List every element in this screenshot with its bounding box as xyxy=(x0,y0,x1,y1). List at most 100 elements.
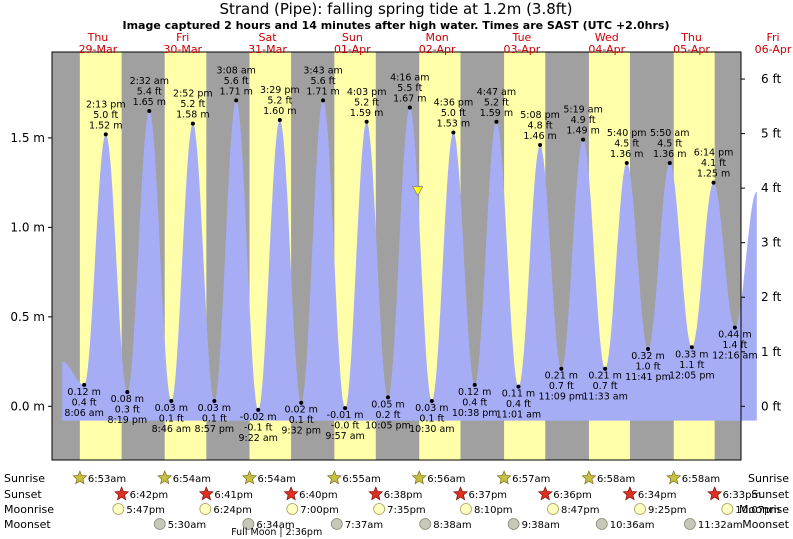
day-name-label: Thu xyxy=(87,31,109,44)
day-name-label: Fri xyxy=(176,31,189,44)
moonrise-icon xyxy=(634,503,646,515)
y-right-tick-label: 2 ft xyxy=(761,290,781,304)
low-tide-label: 0.1 ft xyxy=(289,415,314,426)
high-tide-label: 1.25 m xyxy=(697,169,730,180)
astro-row-label-right: Sunrise xyxy=(748,472,789,485)
astro-time-label: 6:34pm xyxy=(638,490,677,501)
low-tide-label: 8:46 am xyxy=(152,424,191,435)
low-tide-label: 0.32 m xyxy=(631,351,664,362)
astro-row-label-right: Moonrise xyxy=(739,503,789,516)
low-tide-label: 9:22 am xyxy=(239,433,278,444)
y-right-tick-label: 0 ft xyxy=(761,399,781,413)
high-tide-label: 4.1 ft xyxy=(701,158,726,169)
sunrise-icon xyxy=(411,470,427,485)
plot-border xyxy=(51,51,742,461)
astro-time-label: 8:47pm xyxy=(561,505,600,516)
low-tide-label: 0.05 m xyxy=(371,399,404,410)
low-tide-point xyxy=(559,366,564,371)
high-tide-label: 1.36 m xyxy=(653,149,686,160)
high-tide-label: 1.67 m xyxy=(393,93,426,104)
sunrise-icon xyxy=(581,470,597,485)
astro-row-label-left: Moonrise xyxy=(4,503,54,516)
high-tide-point xyxy=(321,98,326,103)
high-tide-label: 6:14 pm xyxy=(694,148,734,159)
high-tide-point xyxy=(234,98,239,103)
low-tide-label: 8:06 am xyxy=(64,408,103,419)
astro-time-label: 5:47pm xyxy=(126,505,165,516)
moonrise-icon xyxy=(112,503,125,515)
sunset-icon xyxy=(707,486,723,501)
low-tide-label: 0.1 ft xyxy=(159,413,184,424)
high-tide-label: 1.65 m xyxy=(133,97,166,108)
day-name-label: Mon xyxy=(426,31,449,44)
high-tide-label: 3:29 pm xyxy=(260,85,300,96)
day-date-label: 29-Mar xyxy=(79,43,118,56)
low-tide-point xyxy=(429,398,434,403)
high-tide-label: 1.60 m xyxy=(263,106,296,117)
low-tide-label: 0.08 m xyxy=(111,394,144,405)
low-tide-label: 10:30 am xyxy=(409,424,454,435)
high-tide-label: 1.36 m xyxy=(610,149,643,160)
astro-time-label: 7:00pm xyxy=(300,505,339,516)
astro-table: Sunrise Sunrise Sunset Sunset Moonrise Moonri… xyxy=(4,470,790,538)
astro-row-label-right: Moonset xyxy=(742,518,789,531)
day-date-label: 02-Apr xyxy=(419,43,456,56)
high-tide-point xyxy=(364,119,369,124)
astro-time-label: 6:58am xyxy=(682,474,720,485)
day-date-label: 04-Apr xyxy=(588,43,625,56)
astro-time-label: 10:36am xyxy=(610,520,655,531)
low-tide-label: 0.1 ft xyxy=(202,413,227,424)
sunrise-icon xyxy=(496,470,512,485)
astro-time-label: 6:55am xyxy=(342,474,380,485)
plot-frame xyxy=(51,51,742,461)
high-tide-label: 4.9 ft xyxy=(571,115,596,126)
high-tide-label: 1.71 m xyxy=(306,86,339,97)
high-tide-label: 5:40 pm xyxy=(607,128,647,139)
low-tide-label: 0.4 ft xyxy=(72,397,97,408)
low-tide-point xyxy=(212,398,217,403)
moonset-icon xyxy=(683,518,696,530)
high-tide-label: 2:32 am xyxy=(130,76,169,87)
moonrise-icon xyxy=(199,503,212,515)
day-name-label: Fri xyxy=(766,31,779,44)
astro-time-label: 6:36pm xyxy=(553,490,592,501)
high-tide-label: 1.49 m xyxy=(566,126,599,137)
low-tide-point xyxy=(256,407,261,412)
high-tide-label: 2:13 pm xyxy=(86,99,126,110)
moonset-icon xyxy=(595,518,608,530)
day-date-label: 01-Apr xyxy=(334,43,371,56)
high-tide-point xyxy=(103,132,108,137)
high-tide-label: 5.0 ft xyxy=(93,110,118,121)
high-tide-point xyxy=(451,130,456,135)
day-date-label: 06-Apr xyxy=(755,43,792,56)
astro-time-label: 6:41pm xyxy=(214,490,253,501)
low-tide-point xyxy=(689,345,694,350)
y-right-tick-label: 6 ft xyxy=(761,72,781,86)
moonrise-icon xyxy=(286,503,299,515)
day-date-label: 05-Apr xyxy=(673,43,710,56)
high-tide-point xyxy=(538,143,543,148)
high-tide-label: 4.5 ft xyxy=(657,138,682,149)
day-name-label: Sun xyxy=(342,31,363,44)
moonrise-icon xyxy=(547,503,559,515)
low-tide-point xyxy=(125,390,130,394)
low-tide-label: -0.1 ft xyxy=(244,422,273,433)
low-tide-point xyxy=(472,382,477,387)
astro-time-label: 11:32am xyxy=(698,520,743,531)
low-tide-label: 10:05 pm xyxy=(365,420,411,431)
low-tide-point xyxy=(646,347,651,352)
astro-time-label: 7:37am xyxy=(345,520,383,531)
y-right-tick-label: 3 ft xyxy=(761,236,781,250)
low-tide-label: 0.44 m xyxy=(718,330,751,341)
low-tide-label: 0.7 ft xyxy=(593,381,618,392)
astro-time-label: 6:54am xyxy=(258,474,296,485)
high-tide-label: 5.2 ft xyxy=(267,96,292,107)
high-tide-label: 5:19 am xyxy=(563,105,602,116)
axes: 1.5 m 1.0 m 0.5 m 0.0 m 6 ft 5 ft 4 ft 3 ft 2 ft… xyxy=(10,31,791,413)
current-time-marker xyxy=(412,186,424,197)
high-tide-point xyxy=(581,137,586,142)
low-tide-label: 0.33 m xyxy=(675,349,708,360)
tide-area xyxy=(62,100,757,446)
low-tide-point xyxy=(732,325,737,330)
high-tide-label: 1.59 m xyxy=(480,108,513,119)
